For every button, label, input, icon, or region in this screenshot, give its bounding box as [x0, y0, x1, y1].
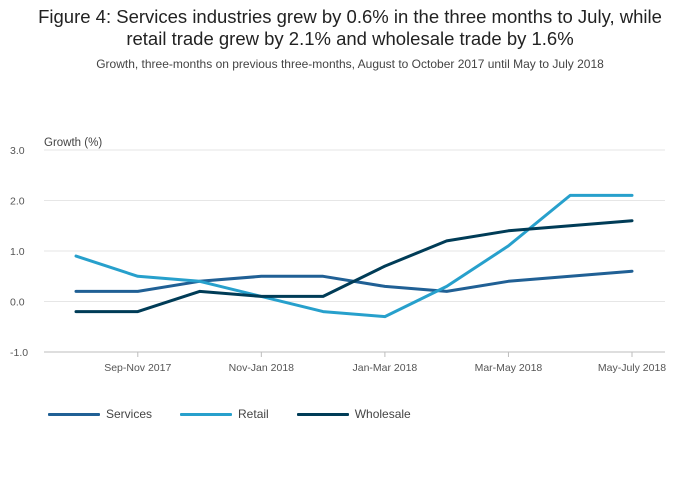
y-tick-label: 0.0: [10, 297, 25, 309]
data-point-wholesale[interactable]: [505, 228, 511, 234]
data-point-wholesale[interactable]: [320, 293, 326, 299]
data-point-retail[interactable]: [567, 192, 573, 198]
chart-title-line-2: retail trade grew by 2.1% and wholesale …: [126, 28, 574, 49]
y-tick-label: 1.0: [10, 246, 25, 258]
line-chart: 3.0 2.0 1.0 0.0 -1.0 Growth (%) Sep-Nov 2017…: [10, 137, 666, 374]
legend-item-wholesale[interactable]: Wholesale: [296, 407, 411, 421]
data-point-wholesale[interactable]: [629, 218, 635, 224]
data-point-wholesale[interactable]: [197, 288, 203, 294]
series-line-retail[interactable]: [74, 193, 634, 319]
chart-legend: Services Retail Wholesale: [48, 407, 439, 421]
x-tick-label: Jan-Mar 2018: [352, 362, 417, 374]
data-point-wholesale[interactable]: [73, 309, 79, 315]
data-point-retail[interactable]: [135, 273, 141, 279]
data-point-wholesale[interactable]: [258, 293, 264, 299]
x-tick-label: Sep-Nov 2017: [104, 362, 171, 374]
data-point-retail[interactable]: [197, 278, 203, 284]
data-point-services[interactable]: [320, 273, 326, 279]
data-point-wholesale[interactable]: [567, 223, 573, 229]
y-tick-label: 3.0: [10, 145, 25, 157]
x-tick-label: Nov-Jan 2018: [229, 362, 295, 374]
legend-label: Retail: [238, 407, 269, 421]
chart-title: Figure 4: Services industries grew by 0.…: [0, 6, 700, 50]
data-point-retail[interactable]: [505, 243, 511, 249]
data-point-services[interactable]: [567, 273, 573, 279]
data-point-retail[interactable]: [382, 314, 388, 320]
y-tick-label: -1.0: [10, 347, 28, 359]
data-point-wholesale[interactable]: [382, 263, 388, 269]
data-point-retail[interactable]: [629, 192, 635, 198]
data-point-retail[interactable]: [444, 283, 450, 289]
data-point-services[interactable]: [135, 288, 141, 294]
legend-item-services[interactable]: Services: [48, 407, 152, 421]
chart-subtitle: Growth, three-months on previous three-m…: [96, 57, 604, 71]
legend-swatch: [48, 412, 100, 416]
data-point-wholesale[interactable]: [444, 238, 450, 244]
legend-label: Wholesale: [354, 407, 411, 421]
x-tick-label: May-July 2018: [598, 362, 666, 374]
data-point-services[interactable]: [258, 273, 264, 279]
data-point-services[interactable]: [382, 283, 388, 289]
y-axis-label: Growth (%): [44, 137, 102, 149]
legend-swatch: [296, 412, 349, 416]
chart-title-line-1: Figure 4: Services industries grew by 0.…: [38, 6, 662, 27]
data-point-services[interactable]: [505, 278, 511, 284]
grid-layer: 3.0 2.0 1.0 0.0 -1.0: [10, 145, 665, 359]
legend-item-retail[interactable]: Retail: [180, 407, 269, 421]
y-tick-label: 2.0: [10, 196, 25, 208]
series-line-wholesale[interactable]: [74, 219, 634, 314]
data-point-services[interactable]: [73, 288, 79, 294]
data-point-retail[interactable]: [73, 253, 79, 259]
legend-swatch: [180, 412, 233, 416]
data-point-retail[interactable]: [320, 309, 326, 315]
legend-label: Services: [106, 407, 153, 421]
data-point-wholesale[interactable]: [135, 309, 141, 315]
x-axis-ticks: Sep-Nov 2017 Nov-Jan 2018 Jan-Mar 2018 Mar-…: [104, 352, 666, 374]
data-point-services[interactable]: [629, 268, 635, 274]
series-layer: [73, 192, 635, 320]
x-tick-label: Mar-May 2018: [475, 362, 543, 374]
